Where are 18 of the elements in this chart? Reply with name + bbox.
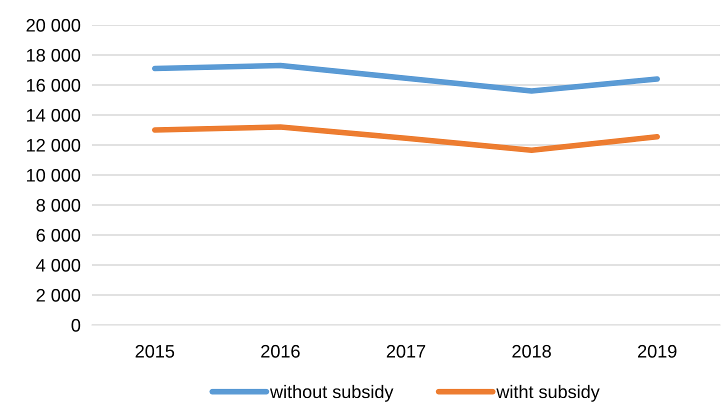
y-tick-label: 16 000 (27, 78, 80, 92)
y-tick-label: 14 000 (27, 108, 80, 122)
y-tick-label: 2 000 (36, 288, 80, 302)
y-tick-label: 6 000 (36, 228, 80, 242)
y-tick-label: 4 000 (36, 258, 80, 272)
y-tick-label: 10 000 (27, 168, 80, 182)
y-tick-label: 18 000 (27, 48, 80, 62)
x-tick-label: 2017 (386, 344, 426, 358)
legend-label: witht subsidy (496, 384, 600, 402)
x-tick-label: 2016 (261, 344, 300, 358)
x-tick-label: 2015 (136, 344, 174, 358)
y-tick-label: 12 000 (27, 138, 80, 152)
y-tick-label: 20 000 (26, 18, 80, 32)
x-tick-label: 2019 (638, 344, 676, 358)
y-tick-label: 0 (72, 318, 80, 332)
x-tick-label: 2018 (512, 344, 551, 358)
y-tick-label: 8 000 (36, 198, 80, 212)
legend-label: without subsidy (270, 384, 394, 402)
